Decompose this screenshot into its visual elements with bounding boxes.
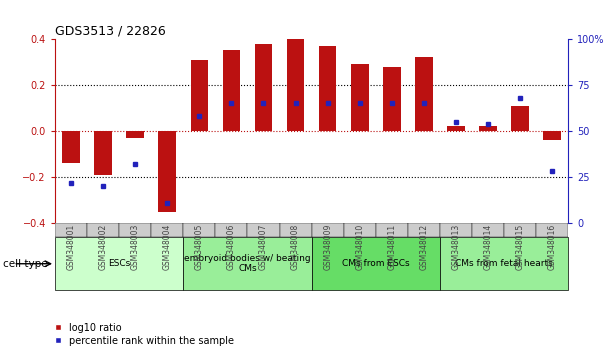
FancyBboxPatch shape	[55, 237, 183, 290]
Bar	[351, 64, 368, 131]
Text: embryoid bodies w/ beating
CMs: embryoid bodies w/ beating CMs	[184, 254, 311, 273]
FancyBboxPatch shape	[183, 223, 216, 237]
FancyBboxPatch shape	[472, 223, 504, 237]
Bar	[287, 39, 304, 131]
Text: CMs from ESCs: CMs from ESCs	[342, 259, 409, 268]
Bar	[543, 131, 561, 140]
Text: GSM348012: GSM348012	[419, 224, 428, 270]
Bar	[479, 126, 497, 131]
FancyBboxPatch shape	[247, 223, 280, 237]
Text: GSM348013: GSM348013	[452, 224, 461, 270]
Text: GSM348004: GSM348004	[163, 224, 172, 270]
FancyBboxPatch shape	[312, 223, 343, 237]
FancyBboxPatch shape	[55, 223, 87, 237]
Text: GSM348005: GSM348005	[195, 224, 204, 270]
Text: GSM348009: GSM348009	[323, 224, 332, 270]
FancyBboxPatch shape	[440, 237, 568, 290]
Text: GSM348002: GSM348002	[98, 224, 108, 270]
Text: GSM348011: GSM348011	[387, 224, 397, 270]
Bar	[222, 51, 240, 131]
Text: cell type: cell type	[3, 259, 48, 269]
Text: GDS3513 / 22826: GDS3513 / 22826	[55, 25, 166, 38]
Text: GSM348010: GSM348010	[355, 224, 364, 270]
Bar	[191, 59, 208, 131]
Bar	[383, 67, 401, 131]
FancyBboxPatch shape	[280, 223, 312, 237]
Bar	[255, 44, 273, 131]
Bar	[511, 105, 529, 131]
FancyBboxPatch shape	[376, 223, 408, 237]
Text: GSM348014: GSM348014	[483, 224, 492, 270]
Bar	[319, 46, 337, 131]
FancyBboxPatch shape	[152, 223, 183, 237]
FancyBboxPatch shape	[536, 223, 568, 237]
Text: GSM348008: GSM348008	[291, 224, 300, 270]
Text: GSM348001: GSM348001	[67, 224, 76, 270]
Bar	[126, 131, 144, 138]
Text: GSM348003: GSM348003	[131, 224, 140, 270]
Bar	[62, 131, 80, 163]
Text: CMs from fetal hearts: CMs from fetal hearts	[455, 259, 553, 268]
Bar	[415, 57, 433, 131]
FancyBboxPatch shape	[312, 237, 440, 290]
FancyBboxPatch shape	[504, 223, 536, 237]
Legend: log10 ratio, percentile rank within the sample: log10 ratio, percentile rank within the …	[54, 323, 234, 346]
Text: GSM348015: GSM348015	[516, 224, 525, 270]
FancyBboxPatch shape	[408, 223, 440, 237]
Bar	[94, 131, 112, 175]
FancyBboxPatch shape	[183, 237, 312, 290]
Text: GSM348006: GSM348006	[227, 224, 236, 270]
FancyBboxPatch shape	[119, 223, 152, 237]
Text: GSM348016: GSM348016	[547, 224, 557, 270]
Bar	[447, 126, 465, 131]
Bar	[158, 131, 176, 212]
Text: GSM348007: GSM348007	[259, 224, 268, 270]
FancyBboxPatch shape	[87, 223, 119, 237]
Text: ESCs: ESCs	[108, 259, 130, 268]
FancyBboxPatch shape	[440, 223, 472, 237]
FancyBboxPatch shape	[216, 223, 247, 237]
FancyBboxPatch shape	[343, 223, 376, 237]
